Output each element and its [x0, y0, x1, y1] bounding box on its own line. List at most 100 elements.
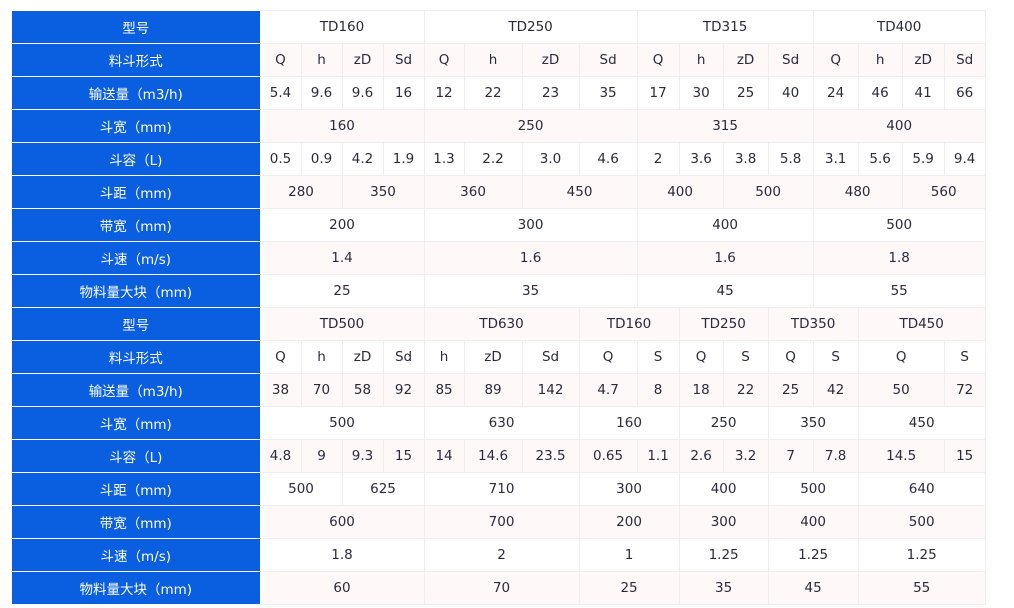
table-row: 斗距（mm) 500 625 710 300 400 500 640 [12, 472, 986, 506]
table-cell: Sd [578, 43, 638, 77]
table-cell: 500 [812, 208, 986, 242]
table-cell: 3.2 [722, 439, 769, 473]
table-cell: 85 [423, 373, 465, 407]
table-cell: Sd [382, 43, 425, 77]
table-cell: 5.4 [259, 76, 302, 110]
table-cell: 700 [423, 505, 580, 539]
table-cell: h [463, 43, 523, 77]
row-label: 型号 [12, 307, 261, 341]
table-cell: 300 [678, 505, 769, 539]
table-cell: 3.8 [722, 142, 769, 176]
table-cell: Q [678, 340, 724, 374]
table-cell: 23.5 [521, 439, 580, 473]
table-cell: 1.25 [767, 538, 859, 572]
table-cell: 142 [521, 373, 580, 407]
row-label: 斗容（L) [12, 142, 261, 176]
table-cell: 450 [857, 406, 986, 440]
row-label: 型号 [12, 10, 261, 44]
table-cell: 4.2 [341, 142, 384, 176]
table-row: 型号 TD500 TD630 TD160 TD250 TD350 TD450 [12, 307, 986, 341]
table-cell: 1.8 [812, 241, 986, 275]
table-cell: 70 [300, 373, 343, 407]
table-cell: Q [423, 43, 465, 77]
table-cell: 22 [722, 373, 769, 407]
table-cell: 9 [300, 439, 343, 473]
table-cell: 5.6 [857, 142, 903, 176]
table-cell: TD500 [259, 307, 425, 341]
table-cell: 400 [636, 175, 724, 209]
table-cell: 40 [767, 76, 814, 110]
row-label: 料斗形式 [12, 340, 261, 374]
row-label: 带宽（mm) [12, 505, 261, 539]
table-cell: 60 [259, 571, 425, 605]
table-cell: Q [259, 340, 302, 374]
table-cell: 1.1 [636, 439, 680, 473]
table-cell: TD350 [767, 307, 859, 341]
table-cell: 25 [578, 571, 680, 605]
table-cell: zD [341, 43, 384, 77]
table-cell: 46 [857, 76, 903, 110]
table-cell: 14 [423, 439, 465, 473]
table-cell: zD [901, 43, 945, 77]
table-cell: 315 [636, 109, 814, 143]
table-cell: 16 [382, 76, 425, 110]
table-cell: 0.9 [300, 142, 343, 176]
table-cell: 12 [423, 76, 465, 110]
row-label: 带宽（mm) [12, 208, 261, 242]
row-label: 斗速（m/s) [12, 538, 261, 572]
table-cell: h [678, 43, 724, 77]
table-cell: 160 [259, 109, 425, 143]
row-label: 斗宽（mm) [12, 406, 261, 440]
table-cell: 9.3 [341, 439, 384, 473]
table-row: 物料量大块（mm) 60 70 25 35 45 55 [12, 571, 986, 605]
table-cell: 35 [678, 571, 769, 605]
table-cell: TD450 [857, 307, 986, 341]
table-cell: 200 [259, 208, 425, 242]
table-cell: 70 [423, 571, 580, 605]
table-cell: 5.9 [901, 142, 945, 176]
table-cell: 0.65 [578, 439, 638, 473]
table-cell: 350 [767, 406, 859, 440]
table-cell: 3.6 [678, 142, 724, 176]
table-cell: S [943, 340, 986, 374]
table-cell: Q [857, 340, 945, 374]
table-cell: 55 [857, 571, 986, 605]
table-row: 斗容（L) 0.5 0.9 4.2 1.9 1.3 2.2 3.0 4.6 2 3.6 3.8 5.8 3… [12, 142, 986, 176]
table-cell: 8 [636, 373, 680, 407]
table-cell: 3.1 [812, 142, 859, 176]
table-cell: zD [341, 340, 384, 374]
table-cell: 2 [636, 142, 680, 176]
table-cell: 500 [857, 505, 986, 539]
table-cell: 1.9 [382, 142, 425, 176]
table-cell: TD400 [812, 10, 986, 44]
row-label: 输送量（m3/h) [12, 76, 261, 110]
table-cell: TD630 [423, 307, 580, 341]
table-cell: 23 [521, 76, 580, 110]
table-cell: 45 [636, 274, 814, 308]
table-cell: 15 [943, 439, 986, 473]
table-cell: 1.8 [259, 538, 425, 572]
table-cell: 14.5 [857, 439, 945, 473]
table-cell: 360 [423, 175, 523, 209]
table-cell: 400 [812, 109, 986, 143]
table-cell: 1.6 [636, 241, 814, 275]
table-cell: zD [463, 340, 523, 374]
table-row: 斗宽（mm) 500 630 160 250 350 450 [12, 406, 986, 440]
table-cell: 35 [423, 274, 638, 308]
table-cell: TD160 [578, 307, 680, 341]
table-cell: 89 [463, 373, 523, 407]
table-cell: TD315 [636, 10, 814, 44]
table-cell: 300 [578, 472, 680, 506]
table-cell: h [300, 340, 343, 374]
row-label: 输送量（m3/h) [12, 373, 261, 407]
table-cell: 625 [341, 472, 425, 506]
table-cell: 42 [812, 373, 859, 407]
table-cell: 560 [901, 175, 986, 209]
table-cell: 35 [578, 76, 638, 110]
table-cell: 2.2 [463, 142, 523, 176]
table-cell: 22 [463, 76, 523, 110]
table-cell: 25 [722, 76, 769, 110]
table-cell: TD250 [678, 307, 769, 341]
table-cell: S [812, 340, 859, 374]
